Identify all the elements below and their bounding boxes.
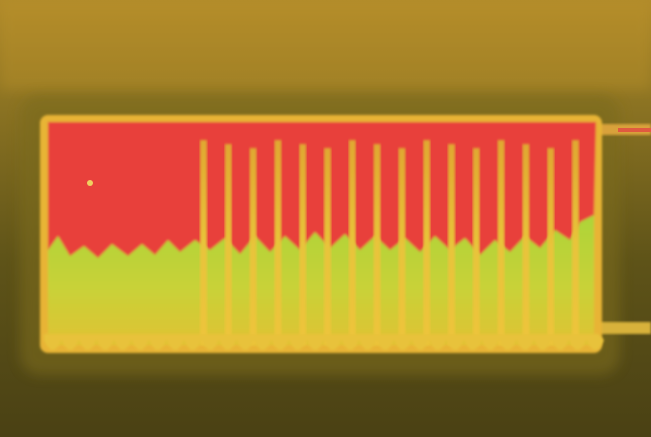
fin [572, 140, 579, 345]
fin [522, 144, 529, 345]
fin [349, 140, 356, 345]
fin [473, 148, 480, 345]
upper-zone [48, 122, 596, 258]
fin [200, 140, 207, 345]
fin [398, 148, 405, 345]
fin [448, 144, 455, 345]
fin [374, 144, 381, 345]
thermal-image [0, 0, 651, 437]
hot-spot [87, 180, 93, 186]
fin [423, 140, 430, 345]
fin [547, 148, 554, 345]
pipe-hot [618, 128, 651, 132]
fin [225, 144, 232, 345]
wall-glow [0, 0, 651, 90]
fin [250, 148, 257, 345]
bottom-pipe [595, 322, 651, 334]
fin [498, 140, 505, 345]
fin [299, 144, 306, 345]
radiator [40, 115, 602, 353]
page: (() => { JSON.parse(document.getElementB… [0, 0, 651, 437]
fin [324, 148, 331, 345]
fin [274, 140, 281, 345]
